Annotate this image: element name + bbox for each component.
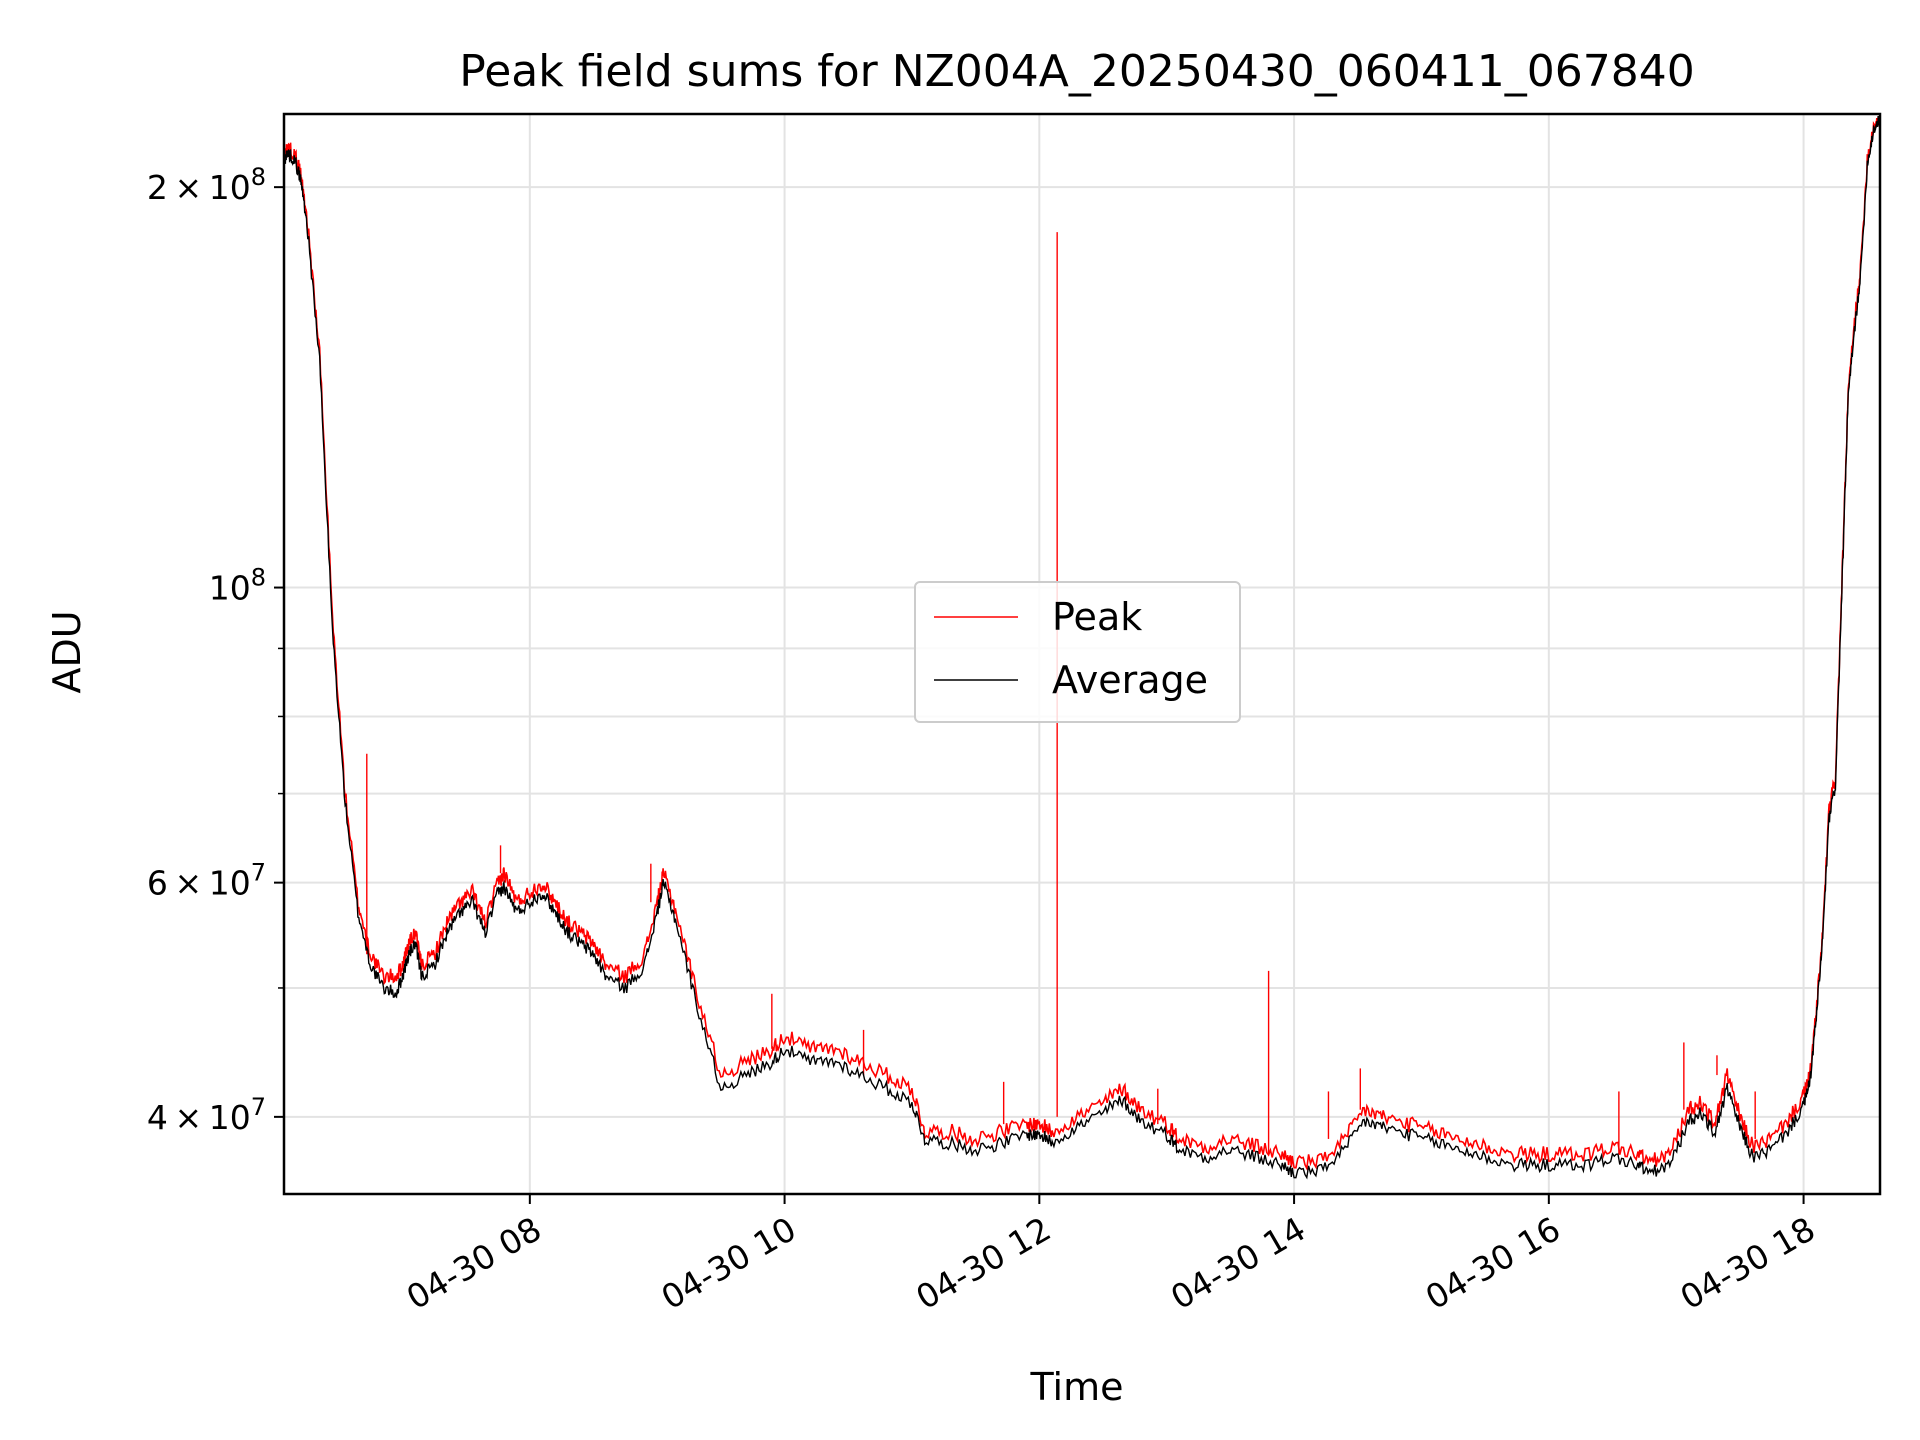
x-tick-label: 04-30 10 <box>655 1209 803 1317</box>
x-tick-label: 04-30 14 <box>1164 1209 1312 1317</box>
x-tick-label: 04-30 18 <box>1674 1209 1822 1317</box>
legend-label-peak: Peak <box>1052 595 1142 639</box>
plot-frame <box>282 112 1882 1196</box>
x-axis: 04-30 08 04-30 10 04-30 12 04-30 14 04-30 16… <box>400 1194 1822 1317</box>
series-line-average <box>283 115 1881 1180</box>
y-tick-label: 4 × 107 <box>147 1093 266 1137</box>
legend-label-average: Average <box>1052 658 1208 702</box>
x-tick-label: 04-30 12 <box>909 1209 1057 1317</box>
chart-title: Peak field sums for NZ004A_20250430_0604… <box>459 46 1694 97</box>
series-line-peak <box>283 115 1881 1172</box>
y-tick-label: 2 × 108 <box>147 163 266 207</box>
y-tick-label: 108 <box>209 564 266 608</box>
x-tick-label: 04-30 08 <box>400 1209 548 1317</box>
x-tick-label: 04-30 16 <box>1419 1209 1567 1317</box>
x-axis-label: Time <box>1030 1365 1124 1409</box>
y-tick-label: 6 × 107 <box>147 859 266 903</box>
y-axis-label: ADU <box>45 610 89 693</box>
y-axis: 4 × 107 6 × 107 108 2 × 108 <box>147 163 284 1137</box>
legend: Peak Average <box>914 581 1241 723</box>
